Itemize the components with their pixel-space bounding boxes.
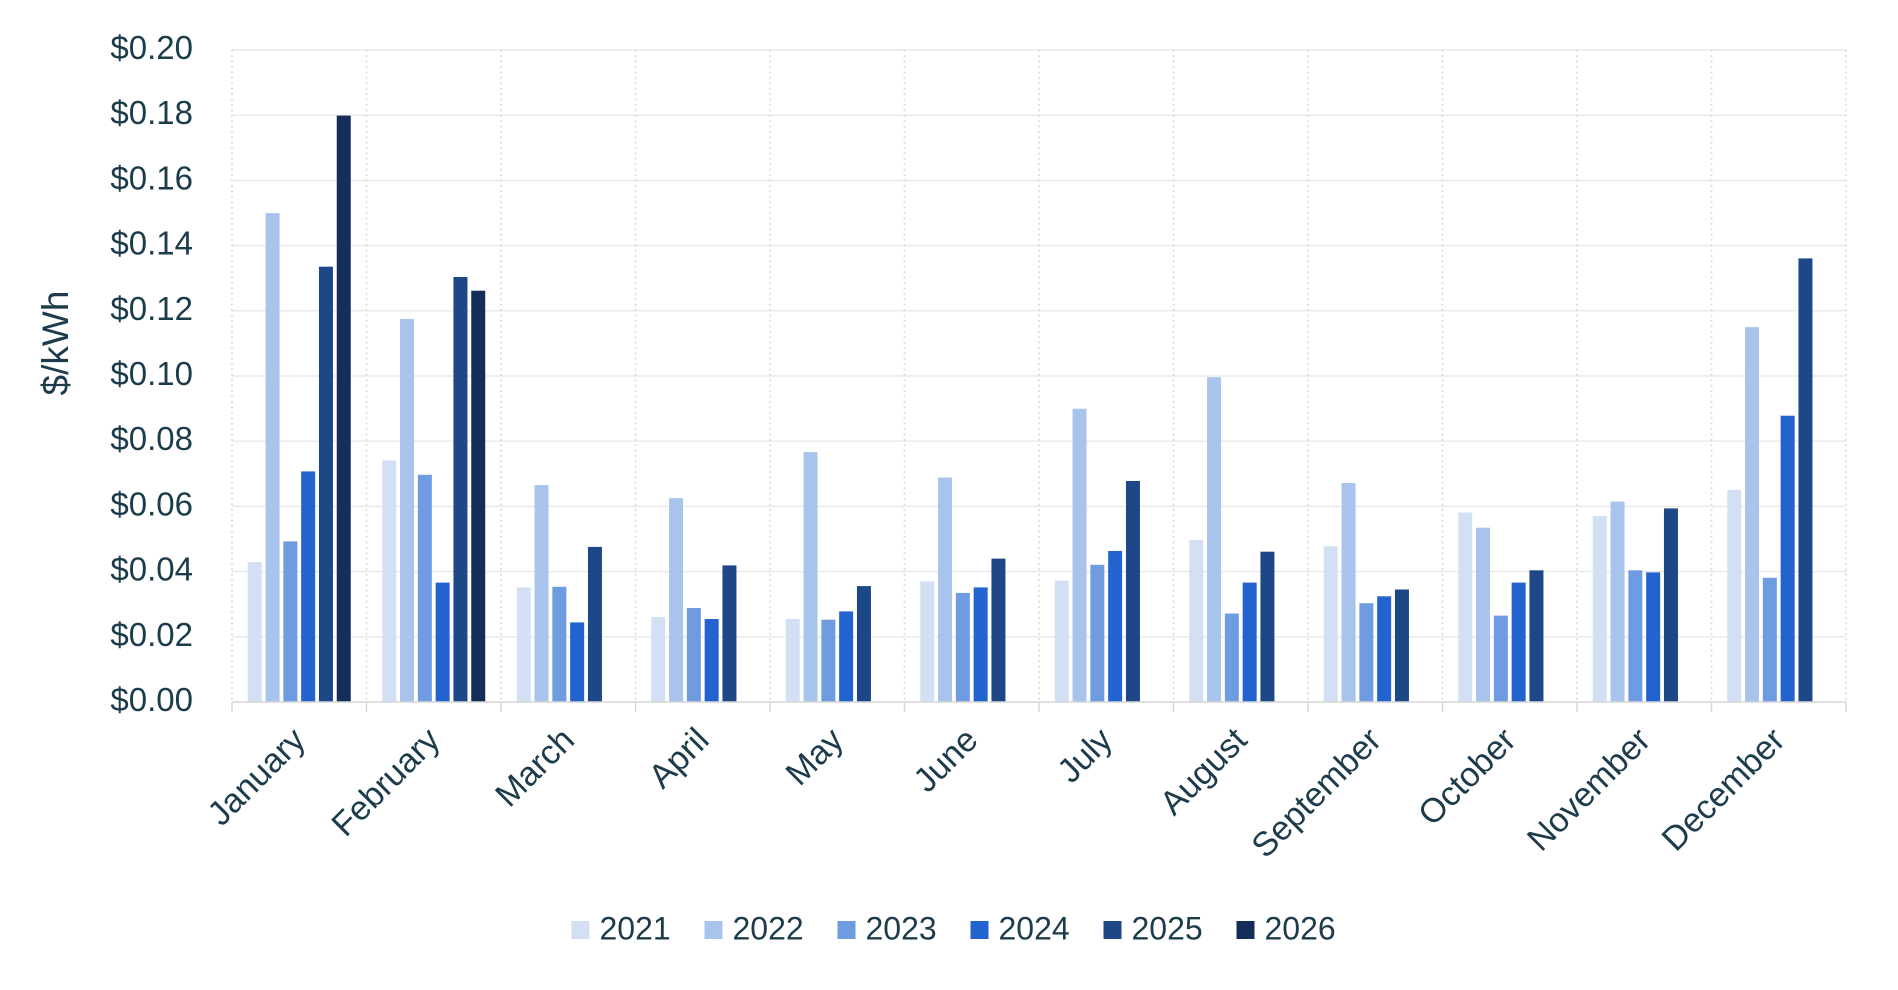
svg-text:$0.12: $0.12 bbox=[110, 290, 193, 327]
svg-text:$0.10: $0.10 bbox=[110, 355, 193, 392]
svg-text:$0.02: $0.02 bbox=[110, 616, 193, 653]
svg-text:$0.06: $0.06 bbox=[110, 485, 193, 522]
svg-text:2024: 2024 bbox=[999, 911, 1070, 947]
svg-text:$0.04: $0.04 bbox=[110, 551, 193, 588]
svg-text:$0.20: $0.20 bbox=[110, 29, 193, 66]
svg-text:$0.14: $0.14 bbox=[110, 225, 193, 262]
svg-text:$/kWh: $/kWh bbox=[35, 291, 76, 396]
svg-text:$0.08: $0.08 bbox=[110, 420, 193, 457]
svg-text:2026: 2026 bbox=[1265, 911, 1336, 947]
svg-text:2022: 2022 bbox=[733, 911, 804, 947]
svg-text:$0.16: $0.16 bbox=[110, 159, 193, 196]
svg-text:2023: 2023 bbox=[866, 911, 937, 947]
svg-text:$0.00: $0.00 bbox=[110, 681, 193, 718]
svg-text:$0.18: $0.18 bbox=[110, 94, 193, 131]
svg-text:2021: 2021 bbox=[600, 911, 671, 947]
svg-text:2025: 2025 bbox=[1132, 911, 1203, 947]
